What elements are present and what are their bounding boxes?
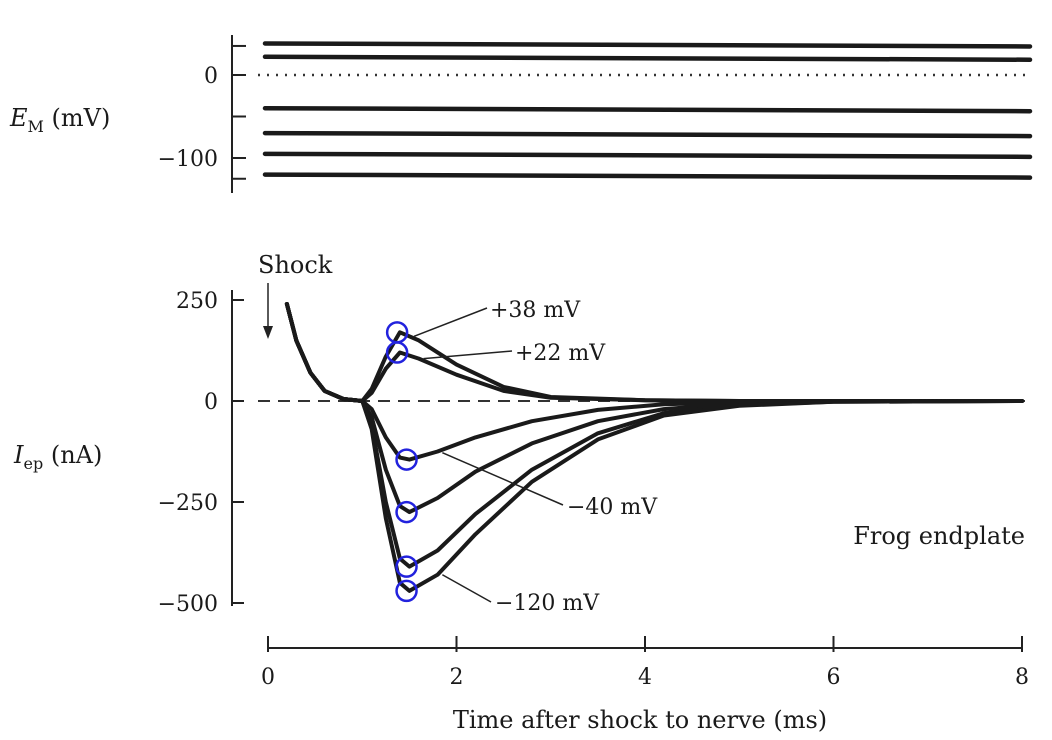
membrane-potential-panel: 0 −100 EM (mV) (9, 35, 1033, 193)
series-label: −40 mV (567, 495, 658, 520)
endplate-current-panel: 250 0 −250 −500 0 2 4 6 8 +38 mV +22 mV −40 mV −12… (13, 251, 1029, 734)
em-trace (262, 54, 1033, 62)
series-leader-line (442, 452, 564, 506)
iep-y-tick-label: −500 (158, 592, 218, 617)
series-label: −120 mV (495, 591, 600, 616)
em-y-tick-label: 0 (204, 64, 218, 89)
x-tick-label: 2 (450, 665, 464, 690)
current-trace (284, 302, 1024, 403)
x-tick-label: 6 (827, 665, 841, 690)
series-leader-line (441, 574, 492, 603)
peak-marker (395, 579, 418, 603)
peak-marker (395, 500, 418, 524)
peak-marker (385, 341, 409, 364)
series-leader-line (413, 307, 488, 338)
em-trace (262, 105, 1033, 114)
em-trace (262, 172, 1033, 180)
em-axis-label: EM (mV) (9, 104, 110, 136)
series-label: +22 mV (515, 341, 606, 366)
em-trace (262, 41, 1033, 49)
shock-label: Shock (258, 251, 333, 279)
em-y-tick-label: −100 (158, 147, 218, 172)
series-label: +38 mV (490, 298, 581, 323)
peak-marker (395, 448, 418, 471)
series-leader-line (423, 350, 513, 360)
x-axis-title: Time after shock to nerve (ms) (453, 706, 827, 734)
shock-indicator: Shock (258, 251, 333, 339)
x-tick-label: 4 (638, 665, 652, 690)
iep-y-tick-label: 0 (204, 390, 218, 415)
frog-endplate-label: Frog endplate (853, 522, 1025, 550)
current-trace (284, 302, 1024, 593)
shock-arrowhead-icon (263, 326, 273, 339)
current-trace (284, 302, 1024, 403)
em-trace (262, 151, 1033, 160)
x-tick-label: 0 (261, 665, 275, 690)
em-trace (262, 130, 1033, 139)
x-tick-label: 8 (1015, 665, 1029, 690)
iep-y-tick-label: 250 (176, 289, 218, 314)
peak-marker (395, 555, 418, 578)
iep-axis-label: Iep (nA) (13, 441, 102, 473)
iep-y-tick-label: −250 (158, 491, 218, 516)
current-trace (284, 302, 1024, 462)
